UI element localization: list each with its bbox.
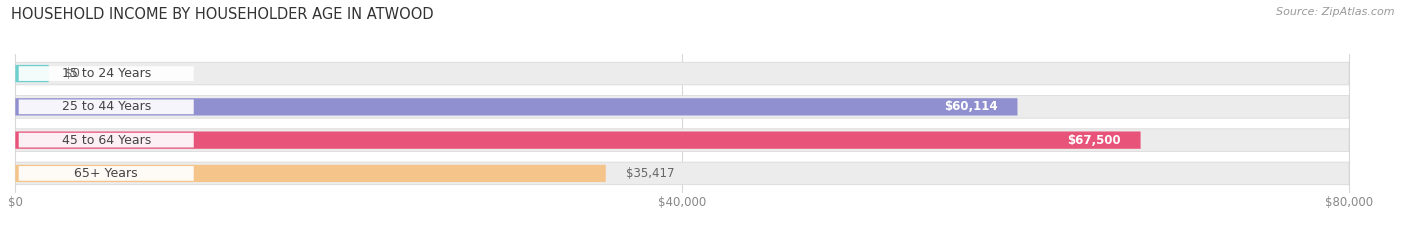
- FancyBboxPatch shape: [18, 133, 194, 147]
- Text: $35,417: $35,417: [626, 167, 675, 180]
- FancyBboxPatch shape: [15, 165, 606, 182]
- FancyBboxPatch shape: [15, 62, 1348, 85]
- FancyBboxPatch shape: [18, 166, 194, 181]
- FancyBboxPatch shape: [18, 66, 194, 81]
- FancyBboxPatch shape: [15, 98, 1018, 116]
- FancyBboxPatch shape: [18, 99, 194, 114]
- Text: 65+ Years: 65+ Years: [75, 167, 138, 180]
- Text: 45 to 64 Years: 45 to 64 Years: [62, 134, 150, 147]
- FancyBboxPatch shape: [15, 65, 49, 82]
- Text: HOUSEHOLD INCOME BY HOUSEHOLDER AGE IN ATWOOD: HOUSEHOLD INCOME BY HOUSEHOLDER AGE IN A…: [11, 7, 434, 22]
- Text: $67,500: $67,500: [1067, 134, 1121, 147]
- Text: Source: ZipAtlas.com: Source: ZipAtlas.com: [1277, 7, 1395, 17]
- Text: $0: $0: [65, 67, 80, 80]
- Text: 15 to 24 Years: 15 to 24 Years: [62, 67, 150, 80]
- FancyBboxPatch shape: [15, 129, 1348, 151]
- Text: 25 to 44 Years: 25 to 44 Years: [62, 100, 150, 113]
- Text: $60,114: $60,114: [943, 100, 997, 113]
- FancyBboxPatch shape: [15, 131, 1140, 149]
- FancyBboxPatch shape: [15, 162, 1348, 185]
- FancyBboxPatch shape: [15, 96, 1348, 118]
